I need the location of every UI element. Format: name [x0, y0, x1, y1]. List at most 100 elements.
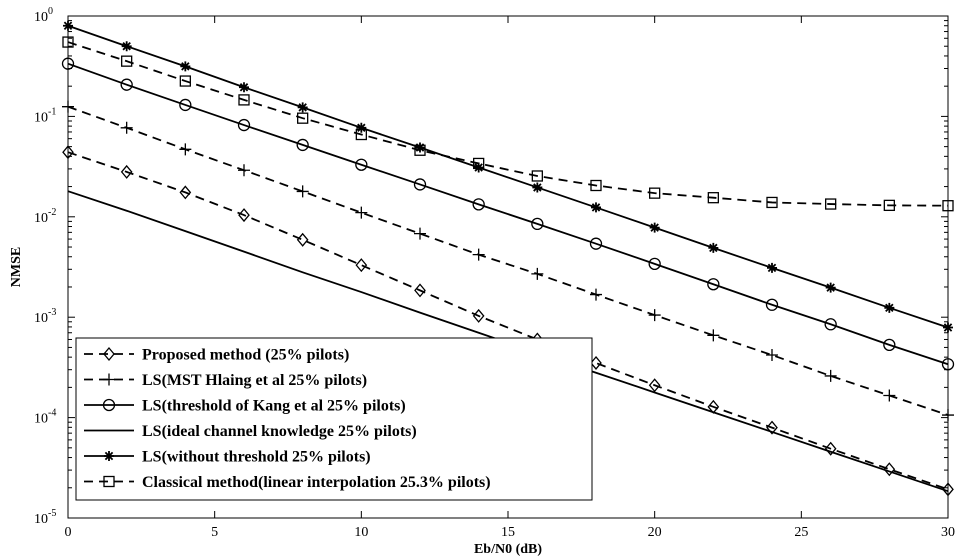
series-6-point-square-marker	[62, 36, 74, 48]
series-3-point-circle-marker	[707, 278, 720, 291]
series-6-point-square-marker	[531, 170, 543, 182]
series-2-point-plus-marker	[707, 329, 720, 342]
y-tick-base: 10	[34, 412, 48, 427]
series-2-line	[67, 105, 949, 416]
series-5-point-asterisk-marker	[121, 41, 132, 52]
y-tick-base: 10	[34, 512, 48, 527]
x-tick-label: 20	[648, 525, 662, 540]
series-6-point-square-marker	[649, 187, 661, 199]
legend-box	[75, 337, 593, 501]
series-6-point-square-marker	[355, 128, 367, 141]
series-5-point-asterisk-marker	[180, 61, 191, 72]
series-3-point-circle-marker	[941, 358, 955, 371]
series-6-point-square-marker	[473, 157, 485, 170]
series-2-point-plus-marker	[414, 227, 426, 240]
legend-item: LS(threshold of Kang et al 25% pilots)	[84, 398, 406, 415]
series-2-point-plus-marker	[766, 349, 778, 362]
series-3-point-circle-marker	[120, 78, 133, 91]
series-2-point-plus-marker	[883, 389, 896, 402]
series-6-point-square-marker	[707, 192, 719, 204]
series-3-point-circle-marker	[179, 98, 192, 112]
series-3-point-circle-marker	[237, 118, 251, 132]
series-3-point-circle-marker	[648, 257, 661, 270]
series-5-point-asterisk-marker	[825, 282, 836, 293]
y-tick-label: 10-3	[34, 307, 56, 326]
series-2-point-plus-marker	[62, 100, 74, 113]
series-6	[62, 36, 954, 212]
series-5-point-asterisk-marker	[532, 182, 543, 193]
series-1-point-diamond-marker	[942, 482, 954, 497]
legend-label: Proposed method (25% pilots)	[142, 347, 349, 364]
series-6-point-square-marker	[942, 200, 954, 212]
y-tick-exponent: -5	[48, 508, 56, 519]
series-5-point-asterisk-marker	[884, 302, 895, 313]
series-6-point-square-marker	[121, 55, 133, 67]
x-axis-label: Eb/N0 (dB)	[474, 542, 542, 557]
legend-circle-marker	[102, 398, 116, 412]
series-5-line	[67, 24, 949, 329]
y-tick-label: 10-2	[34, 207, 56, 226]
series-3-point-circle-marker	[824, 318, 837, 331]
legend-item: LS(MST Hlaing et al 25% pilots)	[84, 372, 367, 389]
series-2-point-plus-marker	[942, 409, 954, 422]
series-5-point-asterisk-marker	[708, 242, 719, 253]
legend-plus-marker	[103, 373, 115, 386]
y-tick-base: 10	[34, 211, 48, 226]
legend-label: LS(without threshold 25% pilots)	[142, 449, 371, 466]
y-axis-label: NMSE	[9, 247, 24, 287]
y-tick-base: 10	[34, 10, 48, 25]
series-6-line	[67, 41, 949, 207]
series-6-point-square-marker	[297, 112, 309, 124]
series-6-point-square-marker	[825, 198, 837, 210]
legend: Proposed method (25% pilots) LS(MST Hlain…	[75, 337, 593, 501]
series-5	[63, 20, 953, 333]
series-3-point-circle-marker	[531, 217, 544, 231]
y-tick-exponent: 0	[48, 6, 53, 17]
series-5-point-asterisk-marker	[297, 102, 308, 113]
series-2-point-plus-marker	[648, 309, 661, 322]
series-3-point-circle-marker	[883, 338, 896, 352]
series-6-point-square-marker	[883, 199, 895, 212]
series-1-point-diamond-marker	[590, 355, 602, 370]
series-1-point-diamond-marker	[824, 441, 837, 456]
legend-label: LS(threshold of Kang et al 25% pilots)	[142, 398, 406, 415]
series-3-line	[67, 62, 949, 366]
series-1-point-diamond-marker	[355, 258, 368, 273]
series-2-point-plus-marker	[238, 164, 250, 177]
series-5-point-asterisk-marker	[415, 142, 425, 153]
x-tick-label: 5	[211, 525, 218, 540]
series-6-point-square-marker	[238, 94, 250, 106]
series-6-point-square-marker	[766, 196, 778, 209]
series-1-point-diamond-marker	[883, 462, 896, 477]
y-tick-label: 10-1	[34, 106, 56, 125]
legend-item: LS(without threshold 25% pilots)	[84, 449, 371, 466]
series-6-point-square-marker	[590, 179, 602, 192]
legend-label: LS(ideal channel knowledge 25% pilots)	[142, 423, 417, 440]
series-6-point-square-marker	[179, 75, 191, 87]
x-tick-label: 0	[65, 525, 72, 540]
legend-label: LS(MST Hlaing et al 25% pilots)	[142, 372, 367, 389]
series-1-point-diamond-marker	[648, 378, 661, 393]
y-tick-base: 10	[34, 311, 48, 326]
series-1-point-diamond-marker	[120, 164, 133, 179]
x-tick-label: 10	[354, 525, 368, 540]
series-1-point-diamond-marker	[472, 308, 485, 323]
series-2-point-plus-marker	[179, 143, 192, 156]
y-tick-exponent: -1	[48, 106, 56, 117]
series-1-point-diamond-marker	[766, 420, 778, 435]
x-tick-label: 15	[501, 525, 515, 540]
series-2-point-plus-marker	[120, 121, 133, 134]
legend-item: Proposed method (25% pilots)	[84, 347, 349, 364]
series-3	[61, 57, 955, 371]
series-2-point-plus-marker	[590, 288, 602, 301]
series-5-point-asterisk-marker	[473, 162, 484, 173]
legend-square-marker	[103, 475, 115, 488]
series-3-point-circle-marker	[765, 298, 779, 311]
series-2-point-plus-marker	[472, 248, 485, 261]
x-tick-label: 25	[794, 525, 808, 540]
y-tick-exponent: -4	[48, 408, 56, 419]
series-6-point-square-marker	[414, 144, 426, 156]
series-3-point-circle-marker	[472, 198, 485, 211]
series-3-point-circle-marker	[589, 237, 603, 250]
